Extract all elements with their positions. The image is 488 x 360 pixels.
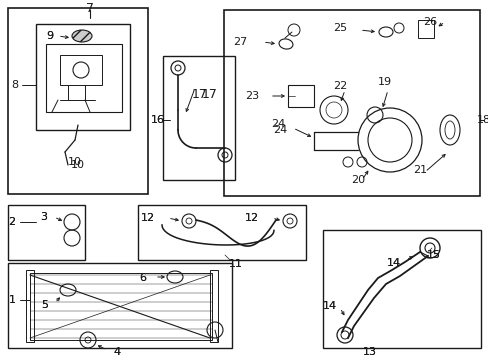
Text: 2: 2 <box>8 217 16 227</box>
Bar <box>26 270 34 342</box>
Text: 3: 3 <box>41 212 47 222</box>
Text: 15: 15 <box>426 250 440 260</box>
Bar <box>46 44 122 112</box>
Text: 13: 13 <box>362 347 376 357</box>
Text: 9: 9 <box>46 31 54 41</box>
Text: 21: 21 <box>412 165 426 175</box>
Text: 20: 20 <box>350 175 365 185</box>
Text: 11: 11 <box>228 259 243 269</box>
Bar <box>8 8 148 194</box>
Text: 9: 9 <box>46 31 54 41</box>
Text: 10: 10 <box>68 157 82 167</box>
Text: 12: 12 <box>141 213 155 223</box>
Text: 12: 12 <box>244 213 259 223</box>
Text: 12: 12 <box>141 213 155 223</box>
Text: 16: 16 <box>151 115 164 125</box>
Text: 7: 7 <box>86 1 94 14</box>
Text: 5: 5 <box>41 300 48 310</box>
Text: 11: 11 <box>228 259 243 269</box>
Text: 4: 4 <box>113 347 121 357</box>
Text: 6: 6 <box>139 273 146 283</box>
Text: 23: 23 <box>244 91 259 101</box>
Text: 16: 16 <box>151 115 164 125</box>
Text: 1: 1 <box>8 295 16 305</box>
Bar <box>138 205 305 260</box>
Text: 22: 22 <box>332 81 346 91</box>
Text: 3: 3 <box>41 212 47 222</box>
Text: 14: 14 <box>322 301 336 311</box>
Bar <box>30 273 212 340</box>
Text: 13: 13 <box>362 347 376 357</box>
Bar <box>8 263 231 348</box>
Text: 17: 17 <box>192 89 207 102</box>
Text: 6: 6 <box>139 273 146 283</box>
Text: 10: 10 <box>71 160 85 170</box>
Text: 25: 25 <box>332 23 346 33</box>
Bar <box>417 20 433 38</box>
Bar <box>8 205 85 260</box>
Text: 14: 14 <box>322 301 336 311</box>
Bar <box>287 85 313 107</box>
Text: 8: 8 <box>11 80 19 90</box>
Ellipse shape <box>72 30 92 42</box>
Text: 14: 14 <box>386 258 400 268</box>
Bar <box>224 10 479 196</box>
Text: 17: 17 <box>202 89 218 102</box>
Text: 2: 2 <box>8 217 16 227</box>
Bar <box>60 55 102 85</box>
Text: 27: 27 <box>232 37 246 47</box>
Text: 5: 5 <box>41 300 48 310</box>
Text: 24: 24 <box>270 119 285 129</box>
Bar <box>36 24 130 130</box>
Text: 12: 12 <box>244 213 259 223</box>
Text: 4: 4 <box>113 347 121 357</box>
Bar <box>209 270 218 342</box>
Text: 1: 1 <box>8 295 16 305</box>
Text: 26: 26 <box>422 17 436 27</box>
Text: 18: 18 <box>476 115 488 125</box>
Text: 24: 24 <box>272 125 286 135</box>
Text: 14: 14 <box>386 258 400 268</box>
Bar <box>323 230 480 348</box>
Text: 19: 19 <box>377 77 391 87</box>
Text: 15: 15 <box>426 250 440 260</box>
Bar <box>163 56 235 180</box>
